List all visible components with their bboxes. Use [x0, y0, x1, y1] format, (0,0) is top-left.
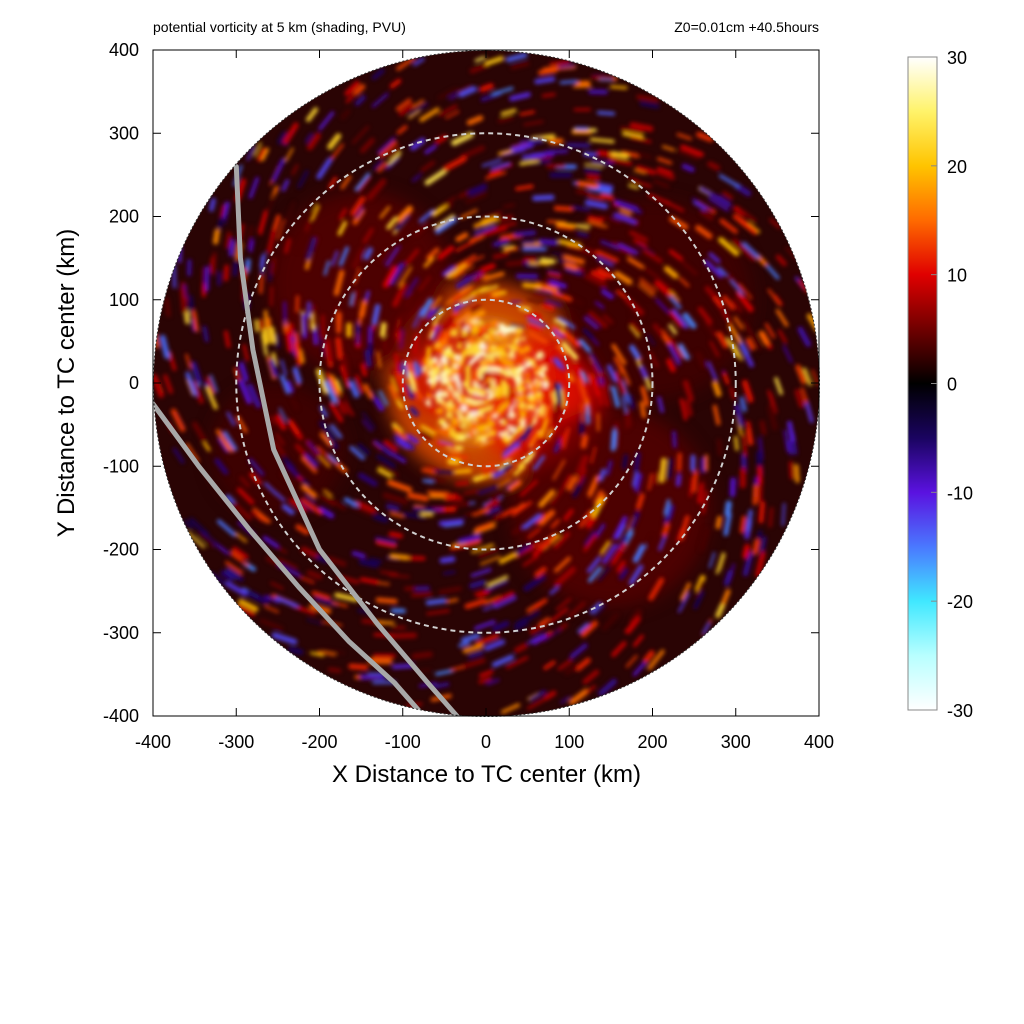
range-ring-100km	[401, 298, 571, 468]
range-ring-300km	[235, 132, 737, 634]
y-axis: -400 -300 -200 -100 0 100 200 300 400	[103, 40, 819, 726]
x-tick-label: 0	[481, 732, 491, 752]
y-tick-label: -100	[103, 456, 139, 476]
colorbar-tick-label: -20	[947, 592, 973, 612]
colorbar-tick-label: -10	[947, 483, 973, 503]
y-tick-label: 300	[109, 123, 139, 143]
colorbar-tick-label: 0	[947, 375, 957, 395]
x-axis: -400 -300 -200 -100 0 100 200 300 400	[135, 50, 834, 752]
colorbar-tick-label: 20	[947, 157, 967, 177]
y-tick-label: -300	[103, 623, 139, 643]
x-axis-title: X Distance to TC center (km)	[332, 761, 641, 788]
run-annotation: Z0=0.01cm +40.5hours	[674, 19, 819, 35]
y-tick-label: 200	[109, 207, 139, 227]
y-tick-label: 0	[129, 373, 139, 393]
y-axis-title: Y Distance to TC center (km)	[53, 229, 80, 538]
track-line-2	[153, 401, 427, 717]
range-rings	[235, 132, 737, 634]
colorbar-tick-label: 10	[947, 266, 967, 286]
y-tick-label: -400	[103, 706, 139, 726]
y-tick-label: 100	[109, 290, 139, 310]
x-tick-label: 400	[804, 732, 834, 752]
range-ring-200km	[318, 215, 654, 551]
x-tick-label: 100	[554, 732, 584, 752]
x-tick-label: 200	[637, 732, 667, 752]
x-tick-label: -200	[301, 732, 337, 752]
colorbar-axis: 30 20 10 0 -10 -20 -30	[931, 48, 973, 721]
track-line-1	[233, 164, 460, 717]
chart-title: potential vorticity at 5 km (shading, PV…	[153, 19, 406, 35]
track-lines	[153, 164, 460, 717]
x-tick-label: 300	[721, 732, 751, 752]
heatmap-field	[153, 50, 820, 717]
y-tick-label: -200	[103, 540, 139, 560]
y-tick-label: 400	[109, 40, 139, 60]
x-tick-label: -300	[218, 732, 254, 752]
colorbar-tick-label: -30	[947, 701, 973, 721]
x-tick-label: -400	[135, 732, 171, 752]
x-tick-label: -100	[385, 732, 421, 752]
colorbar-tick-label: 30	[947, 48, 967, 68]
